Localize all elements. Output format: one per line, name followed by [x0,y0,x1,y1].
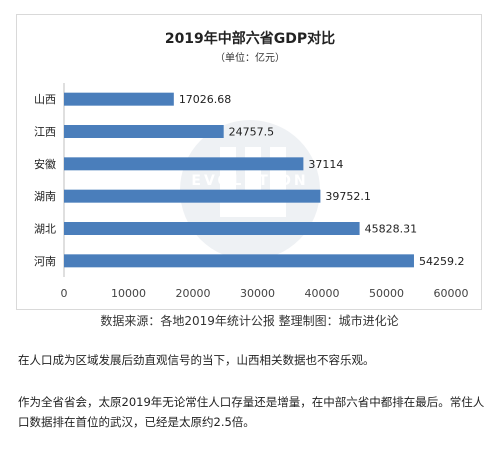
bar-2 [64,125,224,138]
watermark-text: EVOLUTION [191,173,308,189]
source-caption: 数据来源：各地2019年统计公报 整理制图：城市进化论 [100,314,399,328]
bar-3 [64,157,304,171]
data-label-1: 17026.68 [179,93,232,106]
data-label-2: 24757.5 [229,126,275,139]
data-label-3: 37114 [308,158,343,171]
chart-subtitle: （单位：亿元） [215,51,285,64]
bar-chart: EVOLUTION 2019年中部六省GDP对比 （单位：亿元） 山西 17026… [34,30,469,300]
category-label-2: 江西 [34,126,56,139]
x-tick-label-3: 20000 [176,287,211,300]
plot-area: 山西 17026.68 江西 24757.5 安徽 37114 湖南 39752.1 湖北 458… [34,83,469,300]
paragraph-2: 作为全省省会，太原2019年无论常住人口存量还是增量，在中部六省中都排在最后。常… [18,395,485,429]
category-label-5: 湖北 [34,223,56,236]
x-tick-label-1: 0 [61,287,68,300]
chart-panel: EVOLUTION 2019年中部六省GDP对比 （单位：亿元） 山西 17026… [16,14,482,310]
paragraph-1: 在人口成为区域发展后劲直观信号的当下，山西相关数据也不容乐观。 [18,353,375,367]
bar-1 [64,92,174,106]
bar-6 [64,254,414,268]
x-tick-label-5: 40000 [305,287,340,300]
category-label-4: 湖南 [34,190,56,203]
category-label-3: 安徽 [34,157,56,171]
bar-4 [64,189,321,203]
data-label-5: 45828.31 [365,223,418,236]
x-tick-label-6: 50000 [369,287,404,300]
category-label-1: 山西 [34,93,56,106]
x-tick-label-7: 60000 [434,287,469,300]
chart-title: 2019年中部六省GDP对比 [165,30,335,47]
x-tick-label-2: 10000 [111,287,146,300]
x-tick-label-4: 30000 [240,287,275,300]
data-label-4: 39752.1 [325,190,371,203]
bar-5 [64,222,360,235]
data-label-6: 54259.2 [419,255,465,268]
category-label-6: 河南 [34,255,56,268]
